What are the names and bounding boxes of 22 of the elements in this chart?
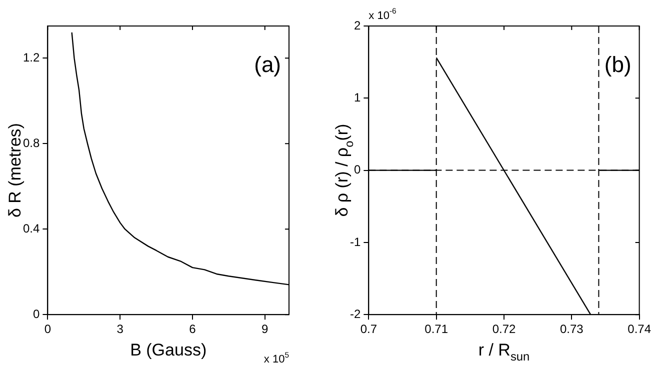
y-tick-label: 1 [354,90,361,104]
y-tick-label: -2 [350,306,361,321]
y-tick-label: 1.2 [22,50,40,64]
annotation: (b) [604,52,632,78]
x-tick-label: 0.71 [424,322,448,336]
y-tick-label: 0 [32,306,40,321]
x-tick-label: 6 [189,322,196,336]
y-tick-label: 0.4 [22,221,40,236]
y-tick-label: -1 [350,234,361,249]
y-tick-label: 2 [354,18,361,32]
y-tick-label: 0.8 [22,136,40,150]
x-tick-label: 0 [44,322,52,336]
y-axis-title: δ R (metres) [6,123,25,218]
x-tick-label: 9 [262,322,269,336]
x-tick-label: 0.72 [492,322,516,336]
x-tick-label: 0.7 [360,322,378,336]
y-tick-label: 0 [354,162,361,177]
annotation: (a) [254,52,282,78]
x-tick-label: 0.73 [560,322,584,336]
x-axis-title: B (Gauss) [130,340,207,360]
x-tick-label: 3 [116,322,124,336]
x-tick-label: 0.74 [628,322,652,336]
